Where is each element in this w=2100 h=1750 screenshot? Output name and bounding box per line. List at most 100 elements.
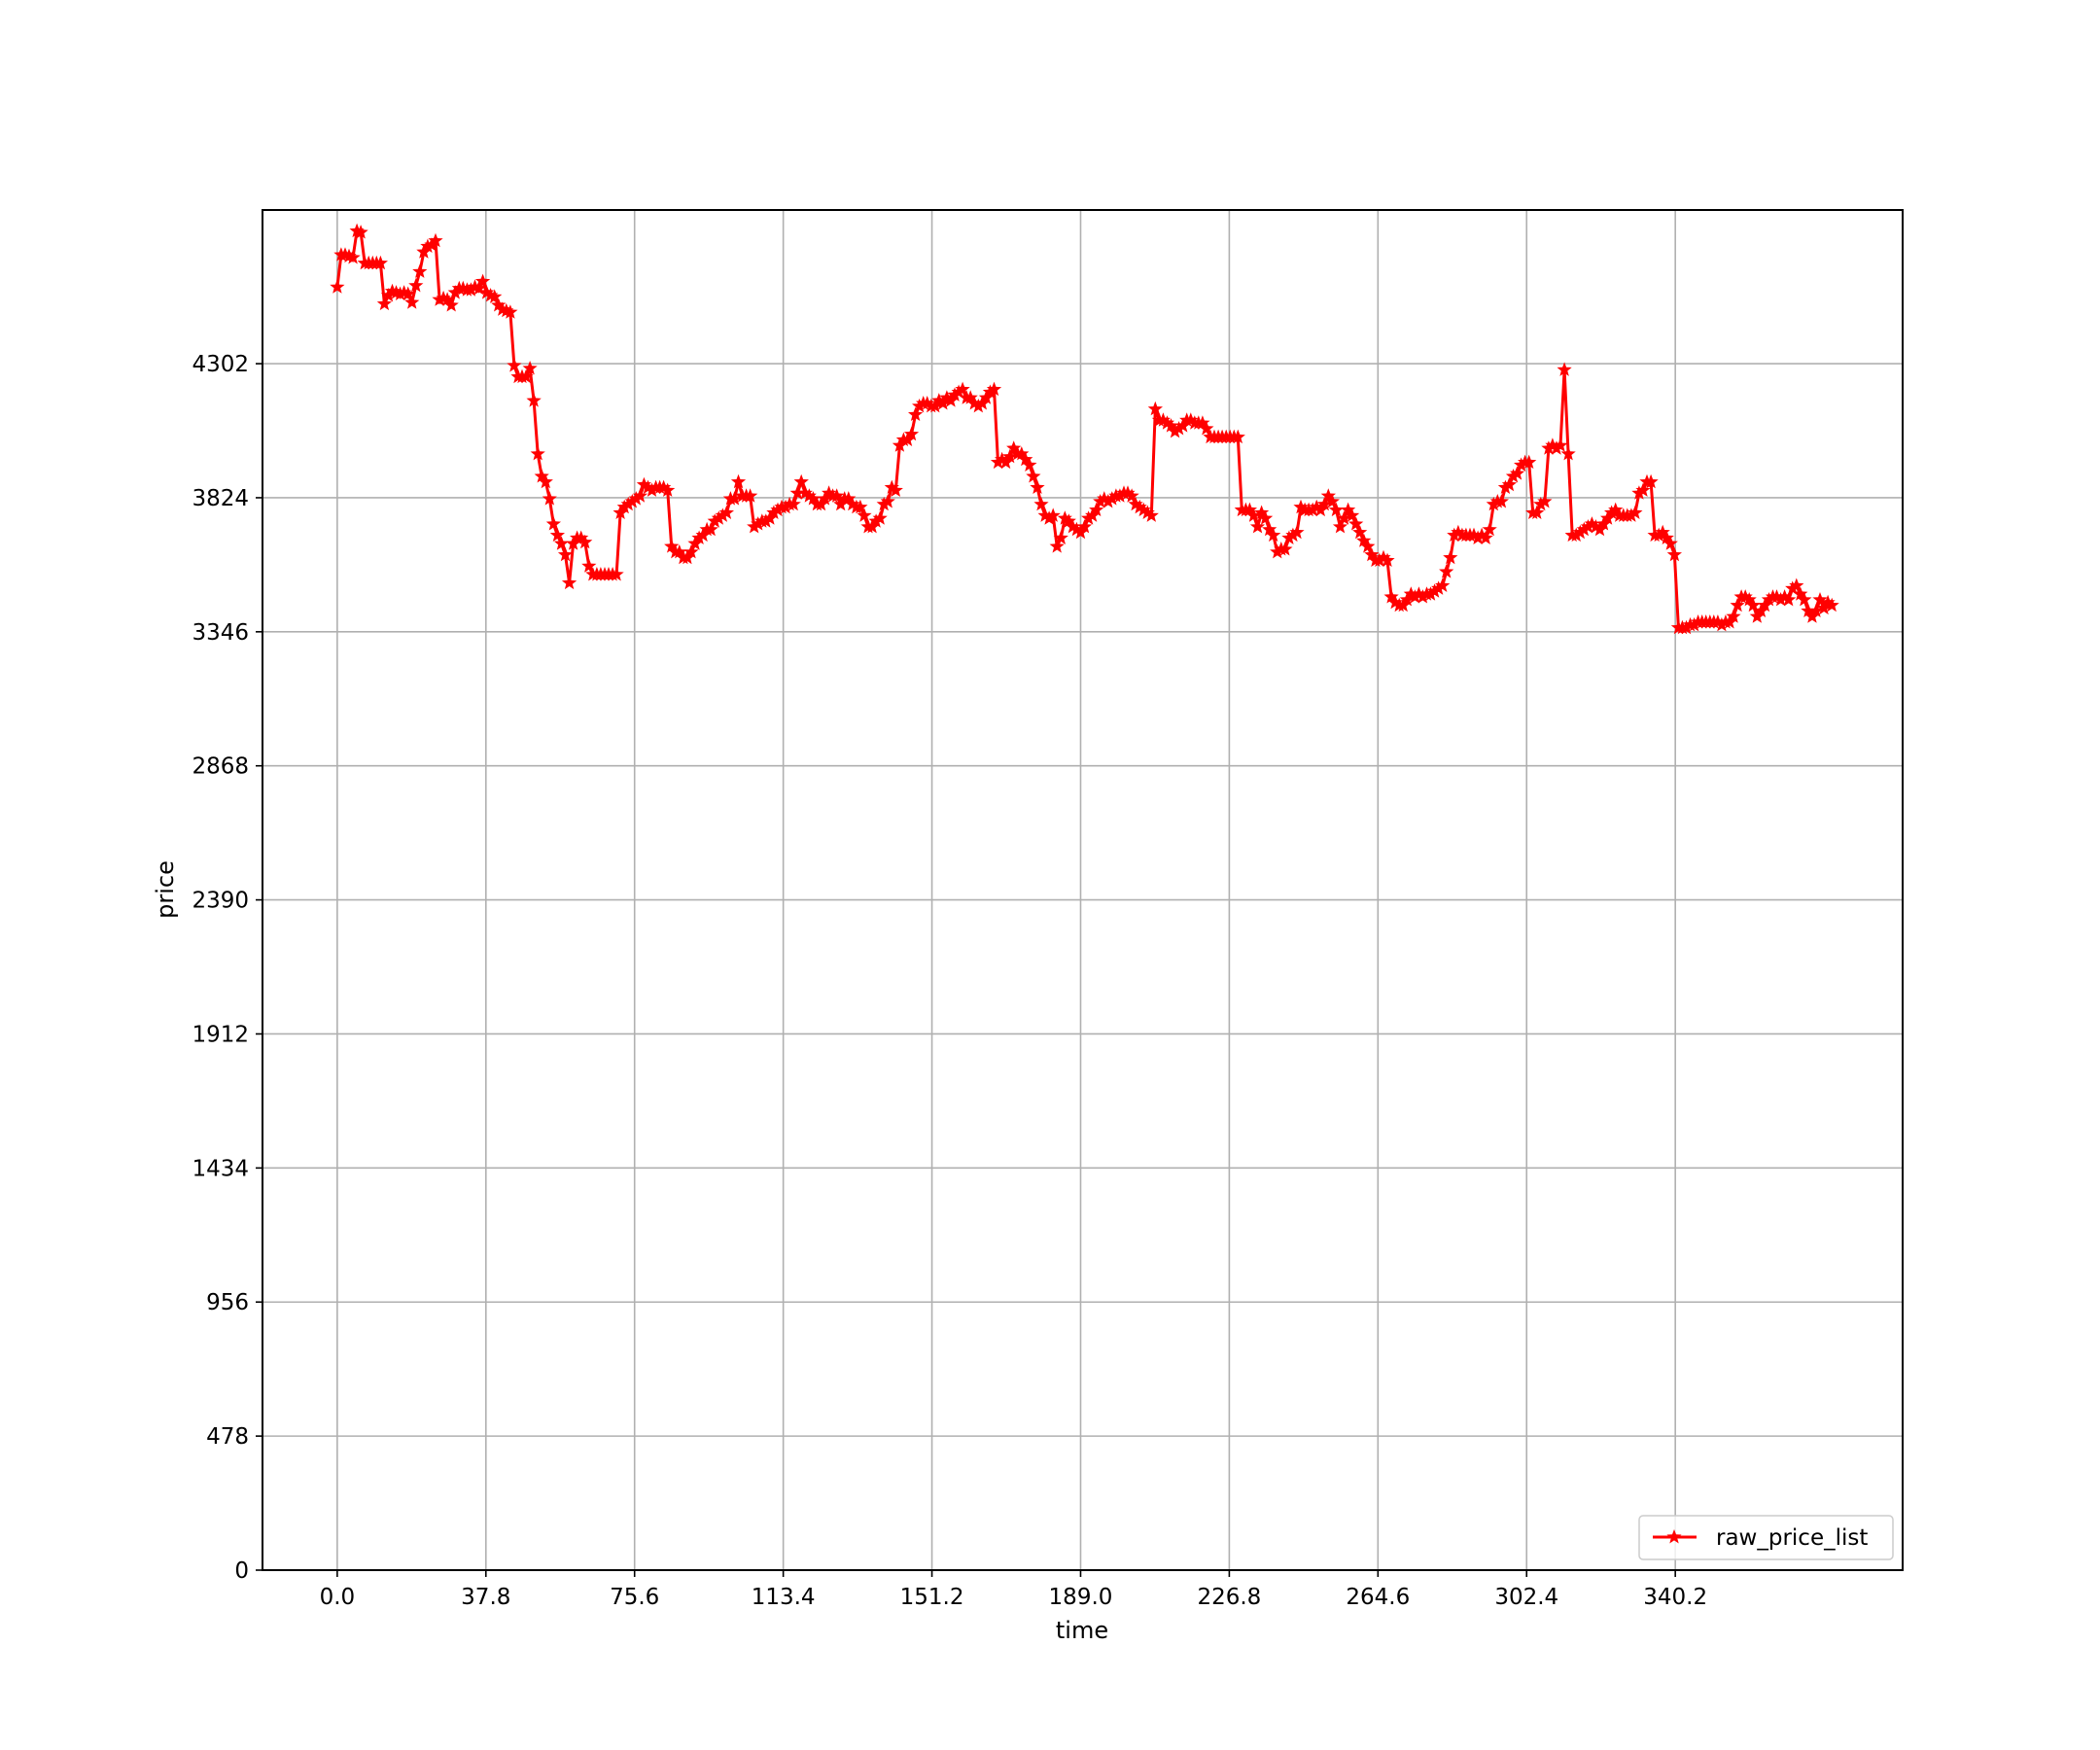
data-point-star [829, 488, 845, 503]
data-point-star [1572, 524, 1588, 540]
data-point-star [1710, 614, 1726, 629]
data-point-star [553, 536, 570, 550]
x-tick-label: 302.4 [1494, 1585, 1558, 1610]
data-point-star [503, 304, 518, 319]
data-point-star [995, 451, 1010, 467]
data-point-star [1588, 519, 1604, 534]
data-point-star [1505, 469, 1522, 483]
data-point-star [578, 534, 593, 549]
data-point-star [1580, 519, 1595, 534]
data-point-star [1018, 451, 1033, 467]
data-point-star [1262, 521, 1278, 537]
data-point-star [660, 482, 676, 497]
x-tick-label: 0.0 [320, 1585, 356, 1610]
data-point-star [376, 296, 392, 311]
data-point-star [439, 292, 455, 306]
data-point-star [1820, 594, 1836, 610]
data-point-star [1768, 589, 1785, 604]
data-point-star [888, 482, 903, 497]
data-point-star [581, 558, 597, 573]
data-point-star [672, 543, 687, 559]
data-point-star [1439, 564, 1454, 578]
data-point-star [1533, 496, 1549, 511]
data-point-star [1266, 527, 1281, 542]
data-point-star [1493, 494, 1509, 508]
data-point-star [1049, 539, 1065, 553]
data-point-star [920, 396, 935, 410]
data-point-star [986, 381, 1002, 397]
data-point-star [1057, 510, 1072, 525]
data-point-star [664, 539, 680, 553]
data-point-star [1136, 502, 1151, 517]
data-point-star [1352, 524, 1368, 540]
data-point-star [1466, 527, 1482, 542]
data-point-star [522, 361, 538, 375]
data-point-star [939, 390, 955, 404]
data-point-star [345, 250, 361, 264]
data-point-star [691, 530, 707, 544]
data-point-star [1163, 418, 1179, 433]
data-point-star [644, 482, 660, 497]
data-point-star [726, 491, 743, 506]
data-point-star [1789, 578, 1804, 592]
data-point-star [1320, 488, 1336, 503]
data-point-star [1383, 589, 1399, 604]
data-point-star [730, 473, 747, 489]
data-point-star [628, 491, 644, 506]
data-point-star [707, 513, 722, 528]
data-point-star [1541, 440, 1557, 455]
data-point-star [1328, 502, 1344, 517]
data-point-star [542, 491, 557, 506]
data-point-star [1678, 619, 1695, 635]
data-point-star [424, 237, 439, 252]
data-point-star [1068, 521, 1084, 537]
data-point-star [1324, 494, 1340, 508]
data-point-star [1474, 527, 1489, 542]
data-point-star [557, 546, 574, 562]
x-tick-label: 226.8 [1197, 1585, 1261, 1610]
data-point-star [1509, 466, 1525, 480]
data-point-star [1793, 586, 1808, 601]
data-point-star [561, 575, 578, 590]
data-point-star [463, 282, 478, 297]
data-point-star [443, 298, 459, 312]
data-point-star [908, 406, 924, 421]
data-point-star [1478, 530, 1493, 544]
data-point-star [758, 513, 774, 528]
data-point-star [1053, 530, 1068, 544]
data-point-star [1549, 440, 1564, 455]
data-point-star [718, 505, 734, 519]
data-point-star [1380, 552, 1395, 567]
data-point-star [1112, 488, 1128, 503]
data-point-star [1104, 491, 1120, 506]
axis-ticks: 0.0 37.8 75.6 113.4 151.2 189.0 226.8 264.6 302.… [192, 352, 1707, 1610]
data-point-star [1576, 521, 1592, 537]
data-point-star [518, 368, 534, 384]
x-tick-label: 75.6 [610, 1585, 659, 1610]
data-point-star [1604, 505, 1620, 519]
data-point-star [778, 499, 793, 514]
data-point-star [1403, 586, 1418, 601]
grid-lines [262, 210, 1903, 1571]
data-point-star [876, 496, 892, 511]
data-point-star [1376, 549, 1391, 565]
data-point-star [1356, 533, 1372, 547]
plot-frame [262, 209, 1904, 1571]
data-point-star [1139, 505, 1155, 519]
data-point-star [872, 510, 888, 525]
data-point-star [1281, 530, 1297, 544]
x-tick-label: 189.0 [1049, 1585, 1113, 1610]
data-point-star [624, 494, 640, 508]
data-point-star [1631, 485, 1647, 500]
data-point-star [1289, 524, 1305, 540]
data-point-star [1155, 412, 1171, 427]
data-point-star [538, 473, 553, 489]
data-point-star [609, 567, 624, 581]
data-point-star [822, 485, 837, 500]
data-point-star [1120, 485, 1136, 500]
data-point-star [1076, 519, 1093, 534]
legend: raw_price_list [1638, 1515, 1894, 1560]
data-point-star [1553, 438, 1568, 452]
data-point-star [1065, 519, 1080, 534]
data-point-star [1230, 429, 1245, 444]
